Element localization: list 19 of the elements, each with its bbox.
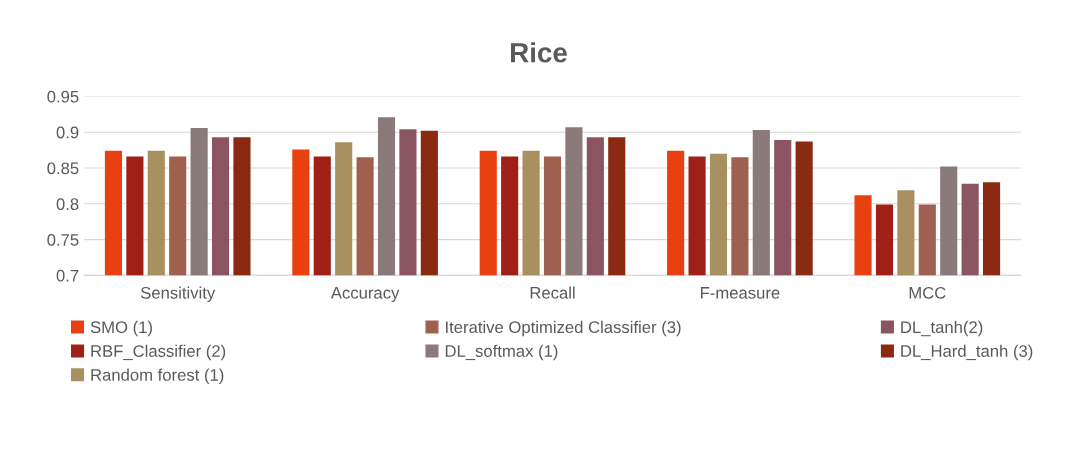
y-tick-label: 0.7 bbox=[56, 269, 79, 282]
legend-label: RBF_Classifier (2) bbox=[91, 344, 226, 361]
x-tick-label: Accuracy bbox=[330, 287, 400, 303]
chart-title: Rice bbox=[511, 42, 567, 63]
y-tick-label: 0.75 bbox=[47, 234, 79, 246]
legend-label: SMO (1) bbox=[90, 320, 152, 337]
legend-label: Iterative Optimized Classifier (3) bbox=[446, 320, 681, 337]
x-tick-label: Sensitivity bbox=[140, 286, 216, 303]
x-tick-label: MCC bbox=[909, 286, 946, 299]
legend-label: DL_softmax (1) bbox=[445, 344, 558, 361]
legend-label: DL_Hard_tanh (3) bbox=[901, 344, 1033, 361]
x-tick-label: Recall bbox=[530, 286, 575, 299]
y-tick-label: 0.85 bbox=[47, 162, 79, 175]
y-tick-label: 0.9 bbox=[56, 126, 79, 139]
y-tick-label: 0.8 bbox=[56, 198, 79, 210]
y-tick-label: 0.95 bbox=[47, 90, 79, 103]
legend-label: DL_tanh(2) bbox=[901, 320, 983, 337]
legend-label: Random forest (1) bbox=[91, 368, 224, 385]
x-tick-label: F-measure bbox=[700, 287, 780, 299]
